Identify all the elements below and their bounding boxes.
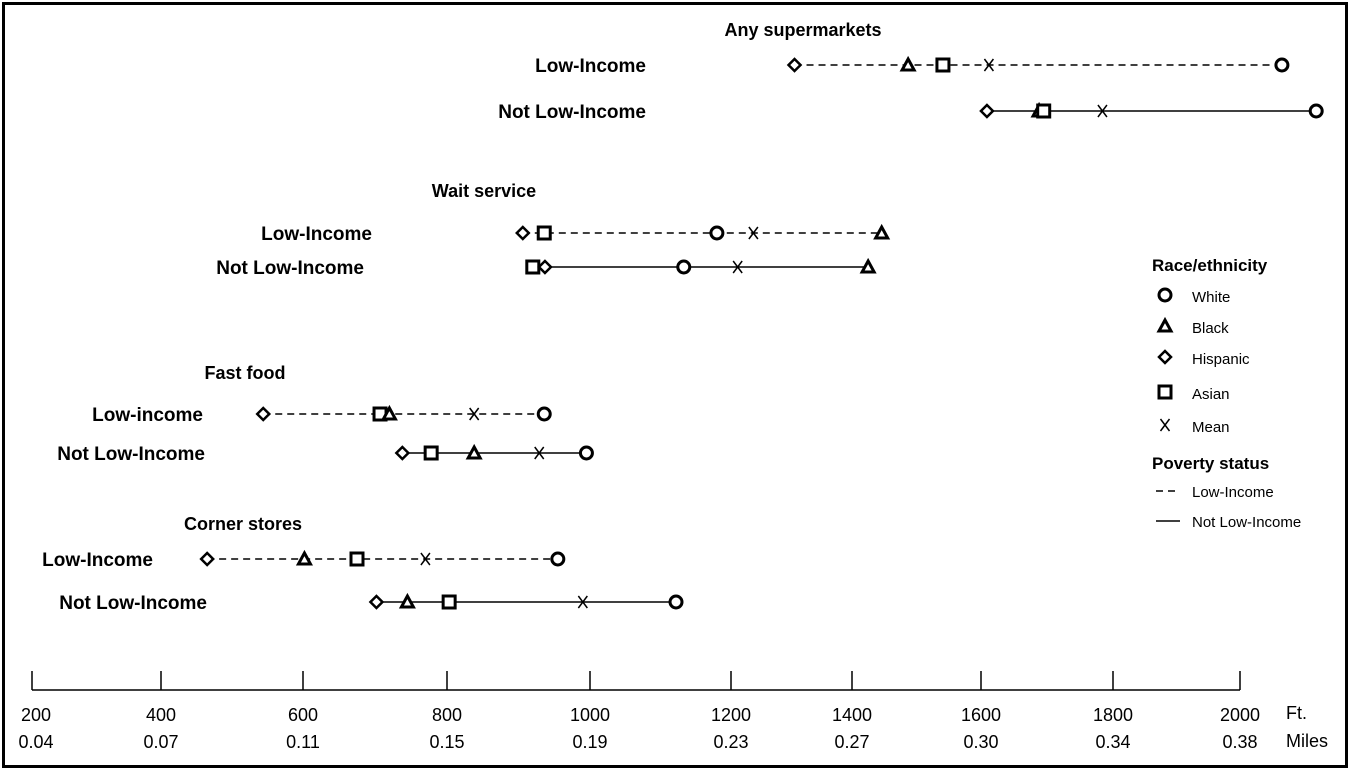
marker-asian-0-0 <box>935 57 951 73</box>
group-title-0: Any supermarkets <box>724 20 881 40</box>
marker-mean-1-1 <box>732 260 743 274</box>
marker-mean-2-1-stroke-b <box>534 446 545 460</box>
x-tick-label-ft-9: 2000 <box>1220 705 1260 725</box>
x-tick-label-ft-8: 1800 <box>1093 705 1133 725</box>
legend-label-mean: Mean <box>1192 419 1230 436</box>
x-tick-label-mi-3: 0.15 <box>429 732 464 752</box>
x-tick-label-ft-1: 400 <box>146 705 176 725</box>
legend-marker-white <box>1157 287 1173 303</box>
marker-asian-1-1 <box>525 259 541 275</box>
legend-label-black: Black <box>1192 320 1229 337</box>
marker-hispanic-3-0 <box>199 551 215 567</box>
marker-black-3-0 <box>295 549 313 566</box>
x-unit-mi: Miles <box>1286 731 1328 751</box>
marker-black-0-0 <box>899 55 917 72</box>
group-title-2: Fast food <box>205 363 286 383</box>
group-title-3: Corner stores <box>184 514 302 534</box>
row-label-1-1: Not Low-Income <box>216 258 364 279</box>
legend-marker-asian <box>1157 384 1173 400</box>
marker-white-1-1 <box>676 259 692 275</box>
marker-hispanic-1-1 <box>537 259 553 275</box>
marker-white-3-0 <box>550 551 566 567</box>
row-label-0-1: Not Low-Income <box>498 102 646 123</box>
marker-black-1-1 <box>859 257 877 274</box>
x-tick-label-mi-5: 0.23 <box>713 732 748 752</box>
group-title-1: Wait service <box>432 181 536 201</box>
marker-mean-1-0-stroke-b <box>748 226 759 240</box>
marker-mean-2-0 <box>469 407 480 421</box>
marker-white-0-1 <box>1308 103 1324 119</box>
marker-hispanic-0-1 <box>979 103 995 119</box>
x-tick-label-ft-4: 1000 <box>570 705 610 725</box>
marker-black-1-0 <box>873 223 891 240</box>
marker-asian-3-1 <box>441 594 457 610</box>
legend-poverty-title: Poverty status <box>1152 454 1269 473</box>
marker-white-0-0 <box>1274 57 1290 73</box>
marker-black-2-1 <box>465 443 483 460</box>
legend-label-asian: Asian <box>1192 386 1230 403</box>
legend-marker-hispanic <box>1157 349 1173 365</box>
marker-mean-0-0 <box>983 58 995 72</box>
legend-label-hispanic: Hispanic <box>1192 351 1250 368</box>
legend-poverty-label-low: Low-Income <box>1192 484 1274 501</box>
x-tick-label-mi-8: 0.34 <box>1095 732 1130 752</box>
marker-mean-2-0-stroke-b <box>469 407 480 421</box>
marker-mean-2-1 <box>534 446 545 460</box>
marker-asian-0-1 <box>1036 103 1052 119</box>
x-tick-label-mi-6: 0.27 <box>834 732 869 752</box>
marker-white-2-0 <box>536 406 552 422</box>
x-tick-label-mi-4: 0.19 <box>572 732 607 752</box>
row-label-2-0: Low-income <box>92 405 203 426</box>
x-tick-label-mi-1: 0.07 <box>143 732 178 752</box>
x-unit-ft: Ft. <box>1286 703 1307 723</box>
legend-marker-mean-stroke-b <box>1159 418 1171 432</box>
marker-white-1-0 <box>709 225 725 241</box>
marker-mean-1-1-stroke-b <box>732 260 743 274</box>
x-tick-label-ft-7: 1600 <box>961 705 1001 725</box>
marker-mean-0-1-stroke-b <box>1097 104 1108 118</box>
marker-mean-3-1 <box>577 595 588 609</box>
marker-mean-3-0 <box>420 552 431 566</box>
x-tick-label-ft-3: 800 <box>432 705 462 725</box>
x-tick-label-ft-0: 200 <box>21 705 51 725</box>
row-label-1-0: Low-Income <box>261 224 372 245</box>
x-tick-label-ft-6: 1400 <box>832 705 872 725</box>
marker-mean-0-1 <box>1097 104 1108 118</box>
marker-asian-3-0 <box>349 551 365 567</box>
row-label-2-1: Not Low-Income <box>57 444 205 465</box>
row-label-0-0: Low-Income <box>535 56 646 77</box>
x-tick-label-mi-0: 0.04 <box>18 732 53 752</box>
x-tick-label-ft-5: 1200 <box>711 705 751 725</box>
marker-hispanic-1-0 <box>515 225 531 241</box>
marker-hispanic-3-1 <box>368 594 385 610</box>
x-tick-label-ft-2: 600 <box>288 705 318 725</box>
marker-white-2-1 <box>578 445 594 461</box>
row-label-3-1: Not Low-Income <box>59 593 207 614</box>
marker-mean-1-0 <box>748 226 759 240</box>
x-tick-label-mi-2: 0.11 <box>286 732 320 752</box>
marker-black-3-1 <box>398 592 416 609</box>
marker-black-2-0 <box>380 404 398 421</box>
legend-race-title: Race/ethnicity <box>1152 256 1268 275</box>
marker-asian-2-1 <box>423 445 439 461</box>
legend-label-white: White <box>1192 289 1230 306</box>
x-tick-label-mi-9: 0.38 <box>1222 732 1257 752</box>
marker-mean-3-0-stroke-b <box>420 552 431 566</box>
legend-marker-black <box>1156 316 1174 333</box>
marker-white-3-1 <box>668 594 684 610</box>
x-tick-label-mi-7: 0.30 <box>963 732 998 752</box>
marker-asian-1-0 <box>536 225 552 241</box>
legend-marker-mean <box>1159 418 1171 432</box>
marker-hispanic-0-0 <box>786 57 803 73</box>
marker-mean-0-0-stroke-b <box>983 58 995 72</box>
marker-mean-3-1-stroke-b <box>577 595 588 609</box>
legend-poverty-label-not: Not Low-Income <box>1192 514 1301 531</box>
marker-hispanic-2-1 <box>394 445 411 461</box>
marker-hispanic-2-0 <box>255 406 272 422</box>
row-label-3-0: Low-Income <box>42 550 153 571</box>
